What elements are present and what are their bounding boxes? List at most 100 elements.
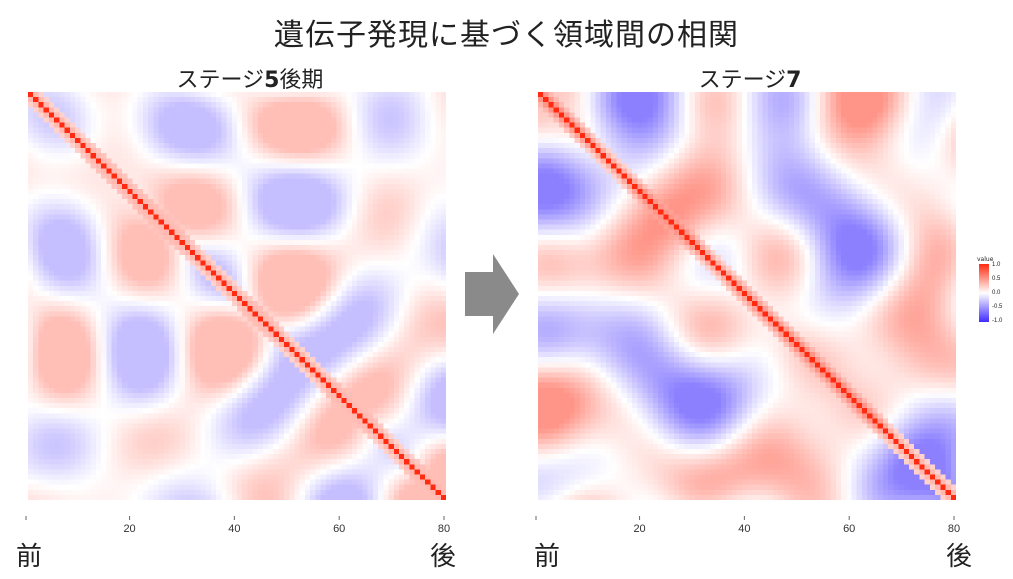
- heat-cell: [69, 188, 76, 195]
- heat-cell: [153, 199, 159, 205]
- heat-cell: [367, 245, 374, 251]
- heat-cell: [294, 143, 300, 149]
- heat-cell: [48, 398, 55, 404]
- heat-cell: [393, 296, 400, 302]
- heat-cell: [257, 275, 264, 281]
- heat-cell: [252, 122, 259, 128]
- heat-cell: [116, 316, 123, 322]
- heat-cell: [315, 260, 321, 266]
- heat-cell: [106, 296, 112, 302]
- heat-cell: [127, 357, 133, 363]
- heat-cell: [174, 341, 180, 348]
- heat-cell: [393, 158, 400, 164]
- heat-cell: [278, 143, 285, 149]
- heat-cell: [310, 117, 316, 123]
- heat-cell: [189, 102, 196, 108]
- heat-cell: [28, 168, 34, 174]
- heat-cell: [148, 219, 154, 225]
- heat-cell: [48, 296, 55, 302]
- heat-cell: [174, 260, 180, 266]
- heat-cell: [48, 290, 55, 297]
- heat-cell: [221, 387, 227, 394]
- heat-cell: [101, 148, 107, 154]
- heat-cell: [383, 183, 389, 190]
- heat-cell: [163, 158, 170, 164]
- heat-cell: [153, 316, 159, 322]
- heat-cell: [231, 382, 238, 389]
- heat-cell: [210, 188, 217, 195]
- heat-cell: [310, 285, 316, 292]
- heat-cell: [111, 239, 118, 246]
- heat-cell: [378, 382, 384, 389]
- heat-cell: [331, 301, 337, 307]
- heat-cell: [226, 311, 233, 317]
- heat-cell: [38, 403, 44, 409]
- heat-cell: [378, 132, 384, 139]
- heat-cell: [257, 403, 264, 409]
- heat-cell: [331, 183, 337, 190]
- heat-cell: [310, 102, 316, 108]
- heat-cell: [43, 280, 50, 287]
- heat-cell: [184, 224, 191, 230]
- heat-cell: [398, 250, 405, 256]
- heat-cell: [221, 362, 227, 368]
- heat-cell: [132, 311, 138, 317]
- heat-cell: [435, 188, 442, 195]
- heat-cell: [69, 341, 76, 348]
- heat-cell: [425, 265, 431, 271]
- heat-cell: [226, 357, 233, 363]
- heat-cell: [116, 132, 123, 139]
- heat-cell: [263, 362, 269, 368]
- heat-cell: [231, 270, 238, 276]
- heat-cell: [320, 178, 327, 185]
- heat-cell: [383, 260, 389, 266]
- heat-cell: [106, 97, 112, 103]
- heat-cell: [378, 387, 384, 394]
- heat-cell: [148, 408, 154, 414]
- heat-cell: [315, 403, 321, 409]
- heat-cell: [101, 143, 107, 149]
- heat-cell: [169, 132, 175, 139]
- heat-cell: [169, 234, 175, 241]
- heat-cell: [398, 173, 405, 179]
- heat-cell: [64, 153, 71, 159]
- heat-cell: [247, 148, 253, 154]
- heat-cell: [158, 387, 165, 394]
- heat-cell: [153, 250, 159, 256]
- heat-cell: [216, 403, 222, 409]
- heat-cell: [163, 280, 170, 287]
- heat-cell: [430, 301, 436, 307]
- heat-cell: [289, 367, 295, 373]
- heat-cell: [383, 117, 389, 123]
- heat-cell: [357, 372, 363, 378]
- heat-cell: [69, 280, 76, 287]
- heat-cell: [336, 132, 342, 139]
- heat-cell: [378, 194, 384, 200]
- heat-cell: [174, 398, 180, 404]
- heat-cell: [284, 102, 290, 108]
- heat-cell: [378, 117, 384, 123]
- heat-cell: [383, 265, 389, 271]
- heat-cell: [54, 311, 60, 317]
- heat-cell: [351, 382, 358, 389]
- heat-cell: [409, 92, 415, 98]
- heat-cell: [43, 377, 50, 383]
- heat-cell: [153, 382, 159, 389]
- heat-cell: [372, 97, 379, 103]
- heat-cell: [242, 392, 248, 399]
- heat-cell: [111, 148, 118, 154]
- heat-cell: [59, 392, 65, 399]
- heat-cell: [137, 387, 144, 394]
- heat-cell: [179, 306, 186, 312]
- heat-cell: [210, 245, 217, 251]
- heat-cell: [247, 311, 253, 317]
- heat-cell: [378, 204, 384, 210]
- heat-cell: [101, 301, 107, 307]
- heat-cell: [231, 275, 238, 281]
- heat-cell: [80, 382, 86, 389]
- heat-cell: [362, 199, 368, 205]
- heat-cell: [315, 158, 321, 164]
- heat-cell: [351, 153, 358, 159]
- heat-cell: [414, 382, 421, 389]
- heat-cell: [310, 153, 316, 159]
